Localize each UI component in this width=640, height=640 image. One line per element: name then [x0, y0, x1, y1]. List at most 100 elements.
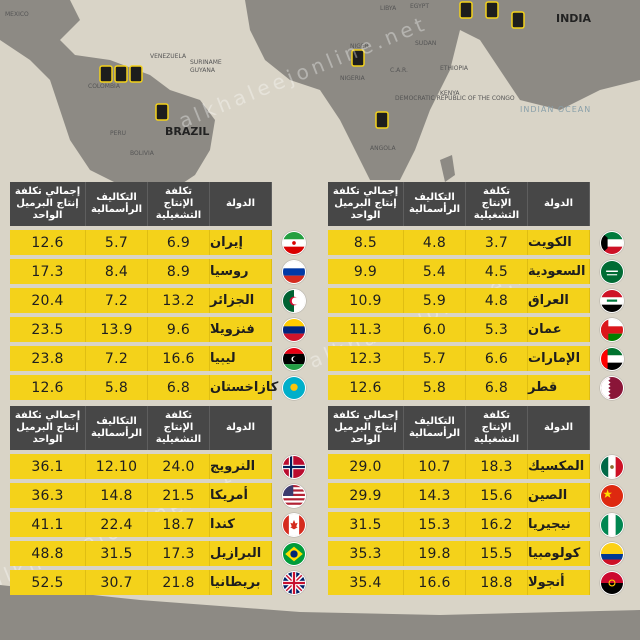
- capital-cost-cell: 22.4: [86, 512, 148, 537]
- country-name-cell: أمريكا: [210, 483, 272, 508]
- operating-cost-cell: 21.5: [148, 483, 210, 508]
- country-name-cell: السعودية: [528, 259, 590, 284]
- map-label-egypt: EGYPT: [410, 3, 429, 10]
- total-cost-cell: 9.9: [328, 259, 404, 284]
- operating-cost-cell: 17.3: [148, 541, 210, 566]
- map-label-venezuela: VENEZUELA: [150, 53, 187, 60]
- total-cost-cell: 35.3: [328, 541, 404, 566]
- flag-cell: [590, 541, 634, 566]
- operating-cost-cell: 6.8: [466, 375, 528, 400]
- map-label-india: INDIA: [556, 12, 592, 25]
- russia-flag-icon: [282, 259, 306, 284]
- brazil-flag-icon: [282, 541, 306, 566]
- header-country: الدولة: [528, 182, 590, 226]
- flag-cell: [272, 259, 316, 284]
- header-capital: التكاليف الرأسمالية: [404, 406, 466, 450]
- capital-cost-cell: 7.2: [86, 346, 148, 371]
- total-cost-cell: 12.6: [328, 375, 404, 400]
- header-flag: [590, 406, 634, 450]
- flag-cell: [272, 570, 316, 595]
- total-cost-cell: 29.9: [328, 483, 404, 508]
- header-operating: تكلفة الإنتاج التشغيلية: [148, 182, 210, 226]
- total-cost-cell: 17.3: [10, 259, 86, 284]
- country-name-cell: قطر: [528, 375, 590, 400]
- operating-cost-cell: 24.0: [148, 454, 210, 479]
- total-cost-cell: 23.5: [10, 317, 86, 342]
- oil-barrel-icon: [155, 103, 169, 121]
- map-label-niger: NIGER: [350, 43, 369, 50]
- capital-cost-cell: 5.9: [404, 288, 466, 313]
- map-label-sudan: SUDAN: [415, 40, 436, 47]
- header-total: إجمالي تكلفة إنتاج البرميل الواحد: [10, 406, 86, 450]
- uae-flag-icon: [600, 346, 624, 371]
- total-cost-cell: 29.0: [328, 454, 404, 479]
- total-cost-cell: 31.5: [328, 512, 404, 537]
- oil-barrel-icon: [485, 1, 499, 19]
- lower-map-landmass: [0, 585, 640, 640]
- flag-cell: [590, 346, 634, 371]
- capital-cost-cell: 7.2: [86, 288, 148, 313]
- flag-cell: [272, 230, 316, 255]
- operating-cost-cell: 6.9: [148, 230, 210, 255]
- operating-cost-cell: 9.6: [148, 317, 210, 342]
- header-total: إجمالي تكلفة إنتاج البرميل الواحد: [328, 182, 404, 226]
- oil-barrel-markers: [99, 1, 525, 129]
- flag-cell: [590, 454, 634, 479]
- total-cost-cell: 12.3: [328, 346, 404, 371]
- norway-flag-icon: [282, 454, 306, 479]
- operating-cost-cell: 13.2: [148, 288, 210, 313]
- header-operating: تكلفة الإنتاج التشغيلية: [466, 406, 528, 450]
- china-flag-icon: [600, 483, 624, 508]
- map-label-brazil: BRAZIL: [165, 125, 209, 138]
- country-name-cell: النرويج: [210, 454, 272, 479]
- country-name-cell: العراق: [528, 288, 590, 313]
- map-label-colombia: COLOMBIA: [88, 83, 121, 90]
- header-capital: التكاليف الرأسمالية: [86, 182, 148, 226]
- map-label-peru: PERU: [110, 130, 126, 137]
- map-label-bolivia: BOLIVIA: [130, 150, 155, 157]
- iran-flag-icon: [282, 230, 306, 255]
- operating-cost-cell: 8.9: [148, 259, 210, 284]
- flag-cell: [590, 512, 634, 537]
- operating-cost-cell: 18.8: [466, 570, 528, 595]
- capital-cost-cell: 12.10: [86, 454, 148, 479]
- total-cost-cell: 12.6: [10, 375, 86, 400]
- capital-cost-cell: 19.8: [404, 541, 466, 566]
- americas-landmass: [0, 0, 215, 190]
- total-cost-cell: 35.4: [328, 570, 404, 595]
- map-label-libya: LIBYA: [380, 5, 397, 12]
- header-flag: [272, 406, 316, 450]
- capital-cost-cell: 6.0: [404, 317, 466, 342]
- country-name-cell: كازاخستان: [210, 375, 278, 400]
- cost-table-opec-others: إجمالي تكلفة إنتاج البرميل الواحد التكال…: [10, 182, 316, 404]
- total-cost-cell: 23.8: [10, 346, 86, 371]
- operating-cost-cell: 18.3: [466, 454, 528, 479]
- kuwait-flag-icon: [600, 230, 624, 255]
- country-name-cell: كندا: [210, 512, 272, 537]
- total-cost-cell: 52.5: [10, 570, 86, 595]
- capital-cost-cell: 30.7: [86, 570, 148, 595]
- total-cost-cell: 12.6: [10, 230, 86, 255]
- country-name-cell: الإمارات: [528, 346, 590, 371]
- capital-cost-cell: 5.8: [404, 375, 466, 400]
- total-cost-cell: 20.4: [10, 288, 86, 313]
- usa-flag-icon: [282, 483, 306, 508]
- header-total: إجمالي تكلفة إنتاج البرميل الواحد: [10, 182, 86, 226]
- operating-cost-cell: 6.8: [148, 375, 210, 400]
- header-capital: التكاليف الرأسمالية: [404, 182, 466, 226]
- capital-cost-cell: 5.8: [86, 375, 148, 400]
- nigeria-flag-icon: [600, 512, 624, 537]
- flag-cell: [272, 288, 316, 313]
- oil-barrel-icon: [114, 65, 128, 83]
- flag-cell: [272, 454, 316, 479]
- mexico-flag-icon: [600, 454, 624, 479]
- map-label-suriname: SURINAME: [190, 59, 222, 66]
- canada-flag-icon: [282, 512, 306, 537]
- cost-table-mid: إجمالي تكلفة إنتاج البرميل الواحد التكال…: [328, 406, 634, 599]
- flag-cell: [272, 512, 316, 537]
- country-name-cell: المكسيك: [528, 454, 590, 479]
- capital-cost-cell: 5.7: [86, 230, 148, 255]
- country-name-cell: الصين: [528, 483, 590, 508]
- capital-cost-cell: 15.3: [404, 512, 466, 537]
- qatar-flag-icon: [600, 375, 624, 400]
